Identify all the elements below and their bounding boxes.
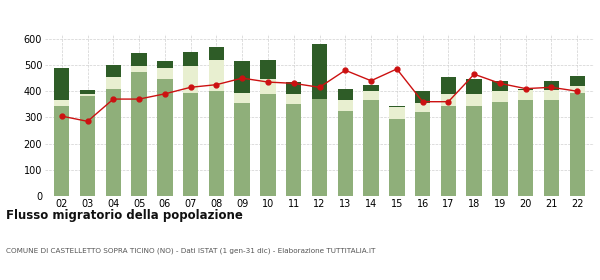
Bar (80, 94, 95, 97)
Bar (338, 111, 353, 196)
Bar (389, 107, 404, 119)
Bar (286, 82, 301, 94)
Bar (209, 91, 224, 196)
Bar (440, 94, 456, 106)
Text: COMUNE DI CASTELLETTO SOPRA TICINO (NO) - Dati ISTAT (1 gen-31 dic) - Elaborazio: COMUNE DI CASTELLETTO SOPRA TICINO (NO) … (6, 248, 376, 254)
Bar (364, 85, 379, 91)
Bar (157, 80, 173, 196)
Bar (80, 90, 95, 94)
Bar (131, 66, 147, 72)
Bar (235, 92, 250, 103)
Bar (209, 60, 224, 91)
Bar (518, 88, 533, 90)
Bar (209, 47, 224, 60)
Bar (466, 80, 482, 94)
Bar (544, 90, 559, 101)
Bar (183, 92, 199, 196)
Bar (364, 91, 379, 101)
Bar (131, 72, 147, 196)
Bar (312, 99, 327, 196)
Bar (466, 106, 482, 196)
Bar (492, 102, 508, 196)
Bar (106, 77, 121, 88)
Bar (260, 94, 275, 196)
Text: Flusso migratorio della popolazione: Flusso migratorio della popolazione (6, 209, 243, 221)
Bar (235, 103, 250, 196)
Bar (338, 88, 353, 101)
Bar (389, 119, 404, 196)
Bar (492, 91, 508, 102)
Bar (440, 106, 456, 196)
Bar (312, 44, 327, 99)
Bar (286, 94, 301, 104)
Bar (183, 66, 199, 92)
Bar (80, 97, 95, 196)
Bar (492, 81, 508, 91)
Bar (518, 90, 533, 101)
Bar (569, 86, 585, 92)
Bar (338, 101, 353, 111)
Bar (106, 88, 121, 196)
Bar (260, 60, 275, 80)
Bar (235, 61, 250, 92)
Bar (544, 101, 559, 196)
Bar (415, 91, 430, 103)
Bar (157, 61, 173, 68)
Bar (440, 77, 456, 94)
Bar (518, 101, 533, 196)
Bar (286, 104, 301, 196)
Bar (415, 103, 430, 112)
Bar (415, 112, 430, 196)
Bar (569, 76, 585, 86)
Bar (466, 94, 482, 106)
Bar (54, 68, 70, 101)
Bar (131, 53, 147, 66)
Bar (260, 80, 275, 94)
Bar (54, 106, 70, 196)
Bar (183, 52, 199, 66)
Bar (54, 101, 70, 106)
Bar (157, 68, 173, 80)
Bar (389, 106, 404, 107)
Bar (364, 101, 379, 196)
Bar (544, 81, 559, 90)
Bar (569, 92, 585, 196)
Bar (106, 65, 121, 77)
